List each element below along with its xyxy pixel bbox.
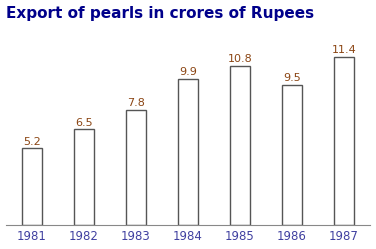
Text: 6.5: 6.5	[75, 118, 93, 127]
Text: 10.8: 10.8	[227, 54, 252, 64]
Bar	[178, 79, 198, 225]
Text: Export of pearls in crores of Rupees: Export of pearls in crores of Rupees	[6, 5, 314, 21]
Bar	[22, 148, 42, 225]
Bar	[74, 129, 94, 225]
Text: 11.4: 11.4	[332, 45, 356, 55]
Text: 5.2: 5.2	[23, 137, 41, 147]
Bar	[230, 66, 250, 225]
Text: 9.5: 9.5	[283, 73, 301, 83]
Bar	[334, 57, 354, 225]
Bar	[126, 110, 146, 225]
Text: 9.9: 9.9	[179, 67, 197, 77]
Text: 7.8: 7.8	[127, 98, 145, 108]
Bar	[282, 85, 302, 225]
